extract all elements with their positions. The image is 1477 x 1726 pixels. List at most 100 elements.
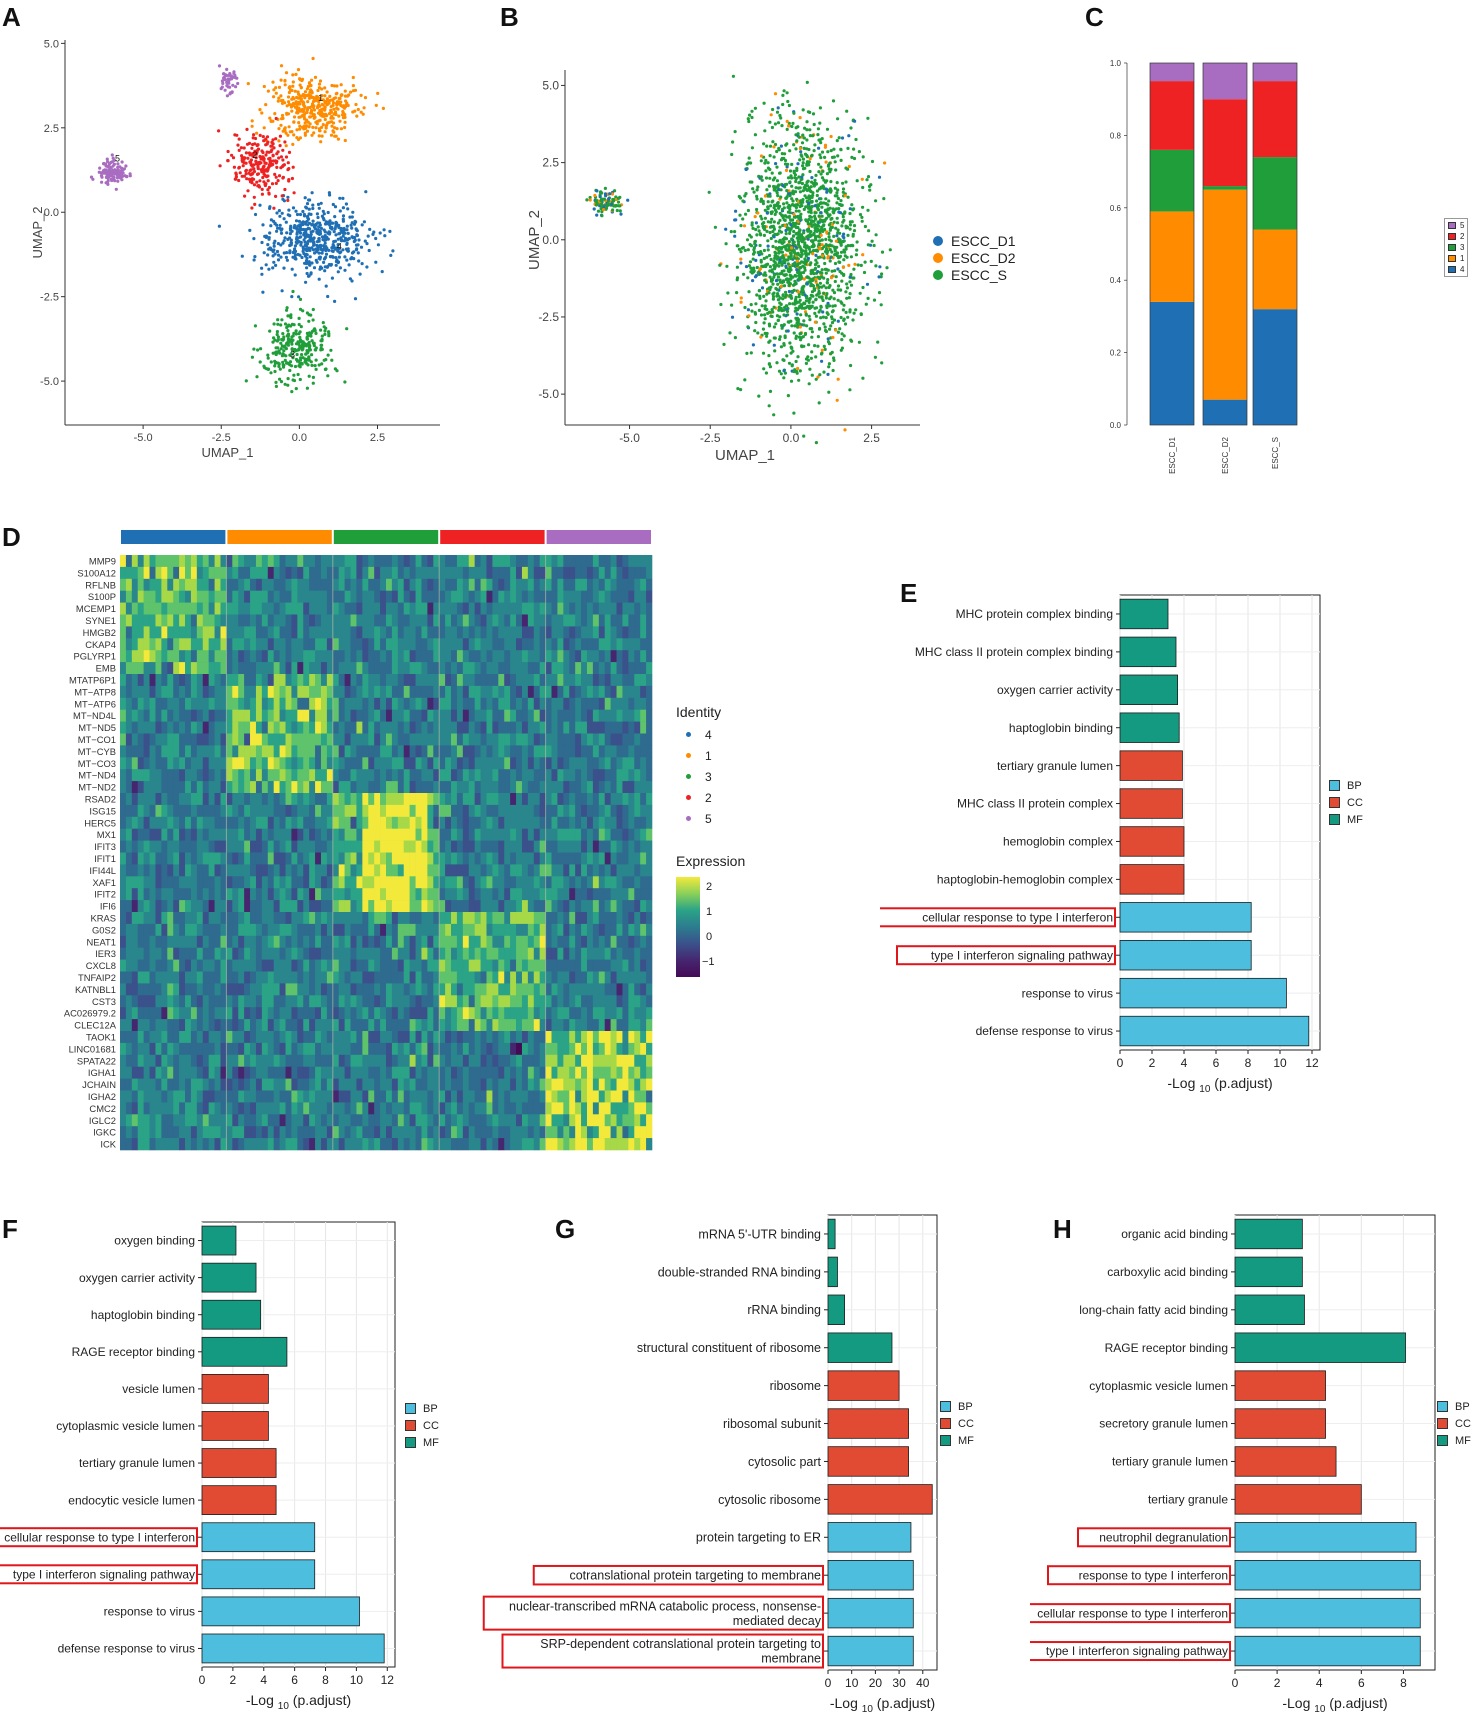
heatmap-cell bbox=[492, 697, 499, 710]
heatmap-cell bbox=[356, 626, 363, 639]
stacked-bar-segment bbox=[1150, 81, 1194, 150]
heatmap-cell bbox=[533, 566, 540, 580]
umap-point bbox=[852, 156, 857, 161]
umap-point bbox=[811, 112, 816, 116]
heatmap-cell bbox=[131, 733, 139, 746]
heatmap-cell bbox=[362, 709, 369, 722]
umap-point bbox=[833, 186, 837, 190]
umap-point bbox=[298, 344, 302, 348]
heatmap-cell bbox=[486, 650, 493, 663]
umap-point bbox=[811, 283, 815, 287]
umap-point bbox=[801, 167, 806, 171]
umap-point bbox=[280, 194, 284, 198]
umap-point bbox=[782, 342, 786, 346]
umap-point bbox=[315, 212, 319, 216]
heatmap-cell bbox=[131, 674, 139, 687]
umap-point bbox=[793, 279, 797, 283]
umap-point bbox=[226, 149, 230, 154]
umap-point bbox=[763, 307, 767, 311]
heatmap-cell bbox=[344, 578, 351, 591]
umap-point bbox=[317, 82, 322, 86]
umap-point bbox=[764, 176, 769, 180]
heatmap-cell bbox=[214, 733, 221, 746]
heatmap-cell bbox=[279, 566, 286, 580]
umap-point bbox=[771, 178, 775, 182]
umap-point bbox=[792, 248, 796, 252]
identity-bar bbox=[333, 530, 439, 544]
heatmap-cell bbox=[492, 566, 499, 580]
umap-point bbox=[226, 159, 230, 163]
heatmap-cell bbox=[155, 614, 162, 627]
heatmap-cell bbox=[569, 566, 576, 580]
heatmap-cell bbox=[427, 566, 434, 580]
umap-point bbox=[866, 175, 871, 179]
umap-point bbox=[323, 269, 327, 273]
umap-point bbox=[311, 219, 315, 223]
heatmap-cell bbox=[143, 709, 150, 722]
heatmap-cell bbox=[527, 638, 535, 651]
heatmap-cell bbox=[185, 602, 192, 615]
umap-point bbox=[825, 127, 830, 131]
umap-point bbox=[355, 233, 359, 237]
heatmap-cell bbox=[640, 626, 647, 639]
heatmap-cell bbox=[173, 590, 180, 603]
heatmap-cell bbox=[462, 674, 470, 687]
heatmap-cell bbox=[616, 697, 623, 710]
umap-point bbox=[267, 165, 271, 169]
umap-point bbox=[105, 180, 109, 184]
heatmap-cell bbox=[397, 650, 405, 663]
heatmap-cell bbox=[646, 721, 653, 734]
umap-point bbox=[745, 238, 750, 242]
heatmap-cell bbox=[332, 626, 340, 639]
heatmap-cell bbox=[439, 614, 446, 627]
heatmap-cell bbox=[480, 602, 487, 615]
heatmap-cell bbox=[261, 566, 269, 580]
umap-point bbox=[311, 341, 315, 345]
umap-point bbox=[759, 175, 763, 179]
umap-point bbox=[288, 251, 292, 255]
umap-point bbox=[824, 316, 828, 320]
heatmap-cell bbox=[527, 721, 535, 734]
heatmap-cell bbox=[143, 578, 150, 591]
heatmap-cell bbox=[415, 709, 422, 722]
umap-point bbox=[290, 342, 294, 346]
umap-point bbox=[278, 214, 282, 218]
umap-point bbox=[350, 226, 354, 230]
umap-point bbox=[328, 255, 332, 259]
heatmap-cell bbox=[202, 555, 209, 568]
umap-point bbox=[739, 224, 743, 228]
umap-point bbox=[335, 127, 339, 131]
heatmap-cell bbox=[350, 638, 357, 651]
heatmap-cell bbox=[486, 638, 493, 651]
umap-point bbox=[775, 272, 779, 276]
heatmap-cell bbox=[238, 650, 245, 663]
heatmap-cell bbox=[480, 614, 487, 627]
umap-point bbox=[844, 290, 848, 294]
umap-point bbox=[851, 318, 855, 322]
heatmap-cell bbox=[409, 626, 416, 639]
umap-point bbox=[841, 187, 846, 191]
umap-point bbox=[818, 281, 822, 285]
umap-point bbox=[812, 219, 816, 223]
umap-point bbox=[736, 387, 740, 391]
heatmap-cell bbox=[125, 614, 133, 627]
umap-point bbox=[324, 124, 328, 128]
heatmap-cell bbox=[504, 626, 511, 639]
umap-point bbox=[331, 202, 335, 207]
umap-point bbox=[291, 165, 295, 169]
umap-point bbox=[771, 244, 775, 249]
umap-point bbox=[297, 316, 301, 320]
umap-point bbox=[792, 229, 796, 234]
umap-point bbox=[820, 243, 824, 247]
heatmap-cell bbox=[161, 697, 168, 710]
heatmap-cell bbox=[185, 662, 192, 675]
umap-point bbox=[806, 222, 810, 226]
umap-point bbox=[304, 352, 308, 356]
heatmap-cell bbox=[533, 614, 540, 627]
heatmap-cell bbox=[374, 709, 381, 722]
heatmap-cell bbox=[143, 566, 150, 580]
umap-point bbox=[834, 328, 838, 332]
umap-point bbox=[313, 364, 317, 368]
heatmap-cell bbox=[557, 662, 564, 675]
x-tick-label: -2.5 bbox=[700, 431, 721, 445]
